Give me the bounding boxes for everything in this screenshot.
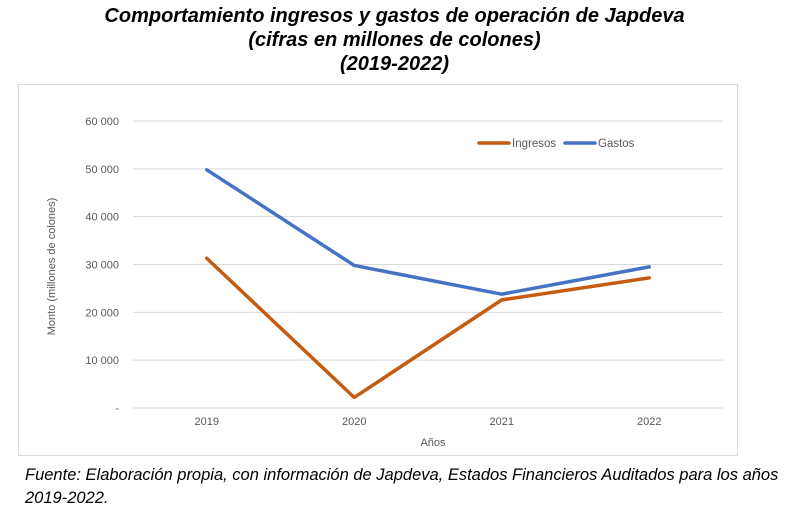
y-tick-label: 60 000 xyxy=(85,116,119,128)
x-tick-label: 2021 xyxy=(490,416,514,428)
x-axis-label: Años xyxy=(420,437,446,449)
source-note: Fuente: Elaboración propia, con informac… xyxy=(25,466,779,507)
series-line-gastos xyxy=(205,168,651,296)
y-tick-label: 20 000 xyxy=(85,307,119,319)
y-tick-label: 50 000 xyxy=(85,164,119,176)
x-tick-label: 2022 xyxy=(637,416,661,428)
line-chart: - 10 000 20 000 30 000 40 000 50 000 60 000 201… xyxy=(46,116,723,449)
y-tick-label: 30 000 xyxy=(85,260,119,272)
y-tick-label: - xyxy=(115,403,119,415)
y-tick-label: 10 000 xyxy=(85,355,119,367)
x-tick-label: 2019 xyxy=(195,416,219,428)
legend-label-ingresos: Ingresos xyxy=(512,138,556,150)
chart-area: - 10 000 20 000 30 000 40 000 50 000 60 000 201… xyxy=(18,84,738,456)
x-tick-label: 2020 xyxy=(342,416,366,428)
y-tick-label: 40 000 xyxy=(85,212,119,224)
chart-title-line-3: (2019-2022) xyxy=(340,53,449,75)
legend-label-gastos: Gastos xyxy=(598,138,635,150)
y-axis-label: Monto (millones de colones) xyxy=(46,198,58,336)
chart-title-line-1: Comportamiento ingresos y gastos de oper… xyxy=(104,5,685,27)
chart-title-line-2: (cifras en millones de colones) xyxy=(248,29,541,51)
series-line-ingresos xyxy=(205,256,651,400)
